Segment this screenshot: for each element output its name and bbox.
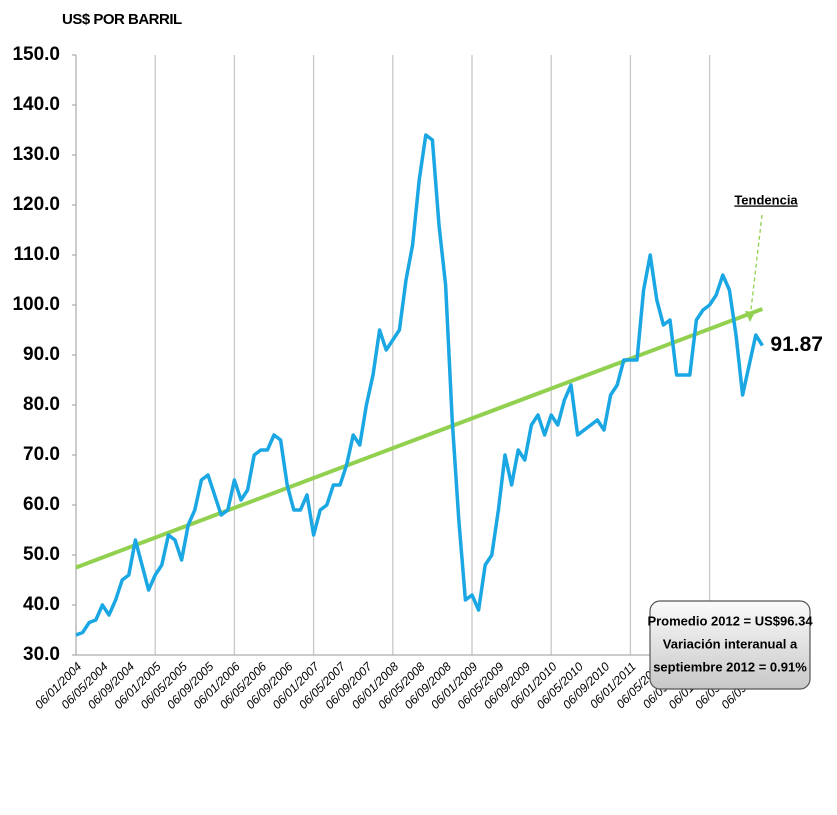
note-line: septiembre 2012 = 0.91%: [653, 659, 807, 674]
y-tick-label: 70.0: [23, 444, 60, 465]
y-tick-label: 140.0: [12, 94, 60, 115]
y-tick-label: 30.0: [23, 644, 60, 665]
y-tick-label: 110.0: [14, 244, 61, 265]
note-line: Promedio 2012 = US$96.34: [647, 613, 813, 628]
chart-title: US$ POR BARRIL: [62, 11, 182, 28]
arrow: [749, 214, 763, 319]
note-box: [649, 600, 811, 690]
y-tick-label: 100.0: [12, 294, 60, 315]
y-tick-label: 120.0: [12, 194, 60, 215]
y-tick-label: 130.0: [12, 144, 60, 165]
trend-line: [75, 307, 764, 570]
end-value-label: 91.87: [770, 333, 823, 356]
note-line: Variación interanual a: [663, 636, 798, 651]
y-tick-label: 60.0: [23, 494, 60, 515]
y-tick-label: 90.0: [23, 344, 60, 365]
trend-label: Tendencia: [734, 192, 798, 207]
y-tick-label: 80.0: [23, 394, 60, 415]
y-tick-label: 50.0: [23, 544, 60, 565]
series-line: [75, 133, 764, 637]
y-tick-label: 150.0: [12, 44, 60, 65]
y-tick-label: 40.0: [23, 594, 60, 615]
